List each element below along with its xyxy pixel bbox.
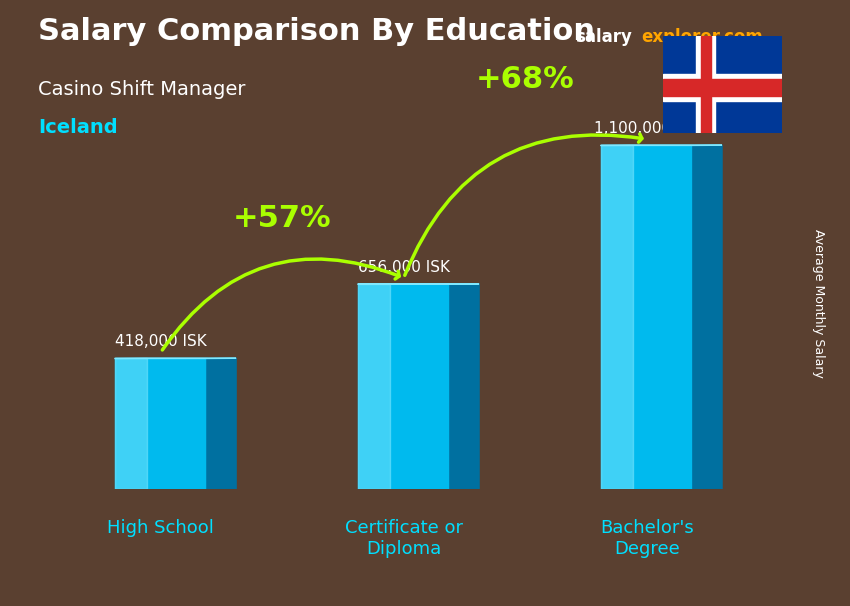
Text: Iceland: Iceland — [38, 118, 118, 137]
Text: salary: salary — [575, 28, 632, 46]
Bar — [701, 36, 711, 133]
Text: +68%: +68% — [476, 65, 575, 95]
Bar — [358, 284, 450, 489]
Text: 656,000 ISK: 656,000 ISK — [358, 260, 450, 275]
Polygon shape — [450, 284, 479, 489]
Bar — [115, 359, 147, 489]
Bar — [663, 79, 782, 96]
Bar — [696, 36, 716, 133]
Bar — [663, 74, 782, 101]
Text: 1,100,000 ISK: 1,100,000 ISK — [593, 121, 700, 136]
Text: High School: High School — [107, 519, 214, 537]
Text: 418,000 ISK: 418,000 ISK — [115, 334, 207, 349]
Text: explorer.com: explorer.com — [641, 28, 762, 46]
Bar — [358, 284, 390, 489]
Text: Average Monthly Salary: Average Monthly Salary — [812, 228, 824, 378]
Bar — [601, 145, 693, 489]
Text: Certificate or
Diploma: Certificate or Diploma — [345, 519, 462, 558]
Polygon shape — [207, 358, 236, 489]
Bar — [115, 359, 207, 489]
Text: Bachelor's
Degree: Bachelor's Degree — [600, 519, 694, 558]
Polygon shape — [693, 145, 722, 489]
Text: Salary Comparison By Education: Salary Comparison By Education — [38, 17, 595, 46]
Text: +57%: +57% — [233, 204, 332, 233]
Text: Casino Shift Manager: Casino Shift Manager — [38, 80, 246, 99]
Bar — [601, 145, 633, 489]
